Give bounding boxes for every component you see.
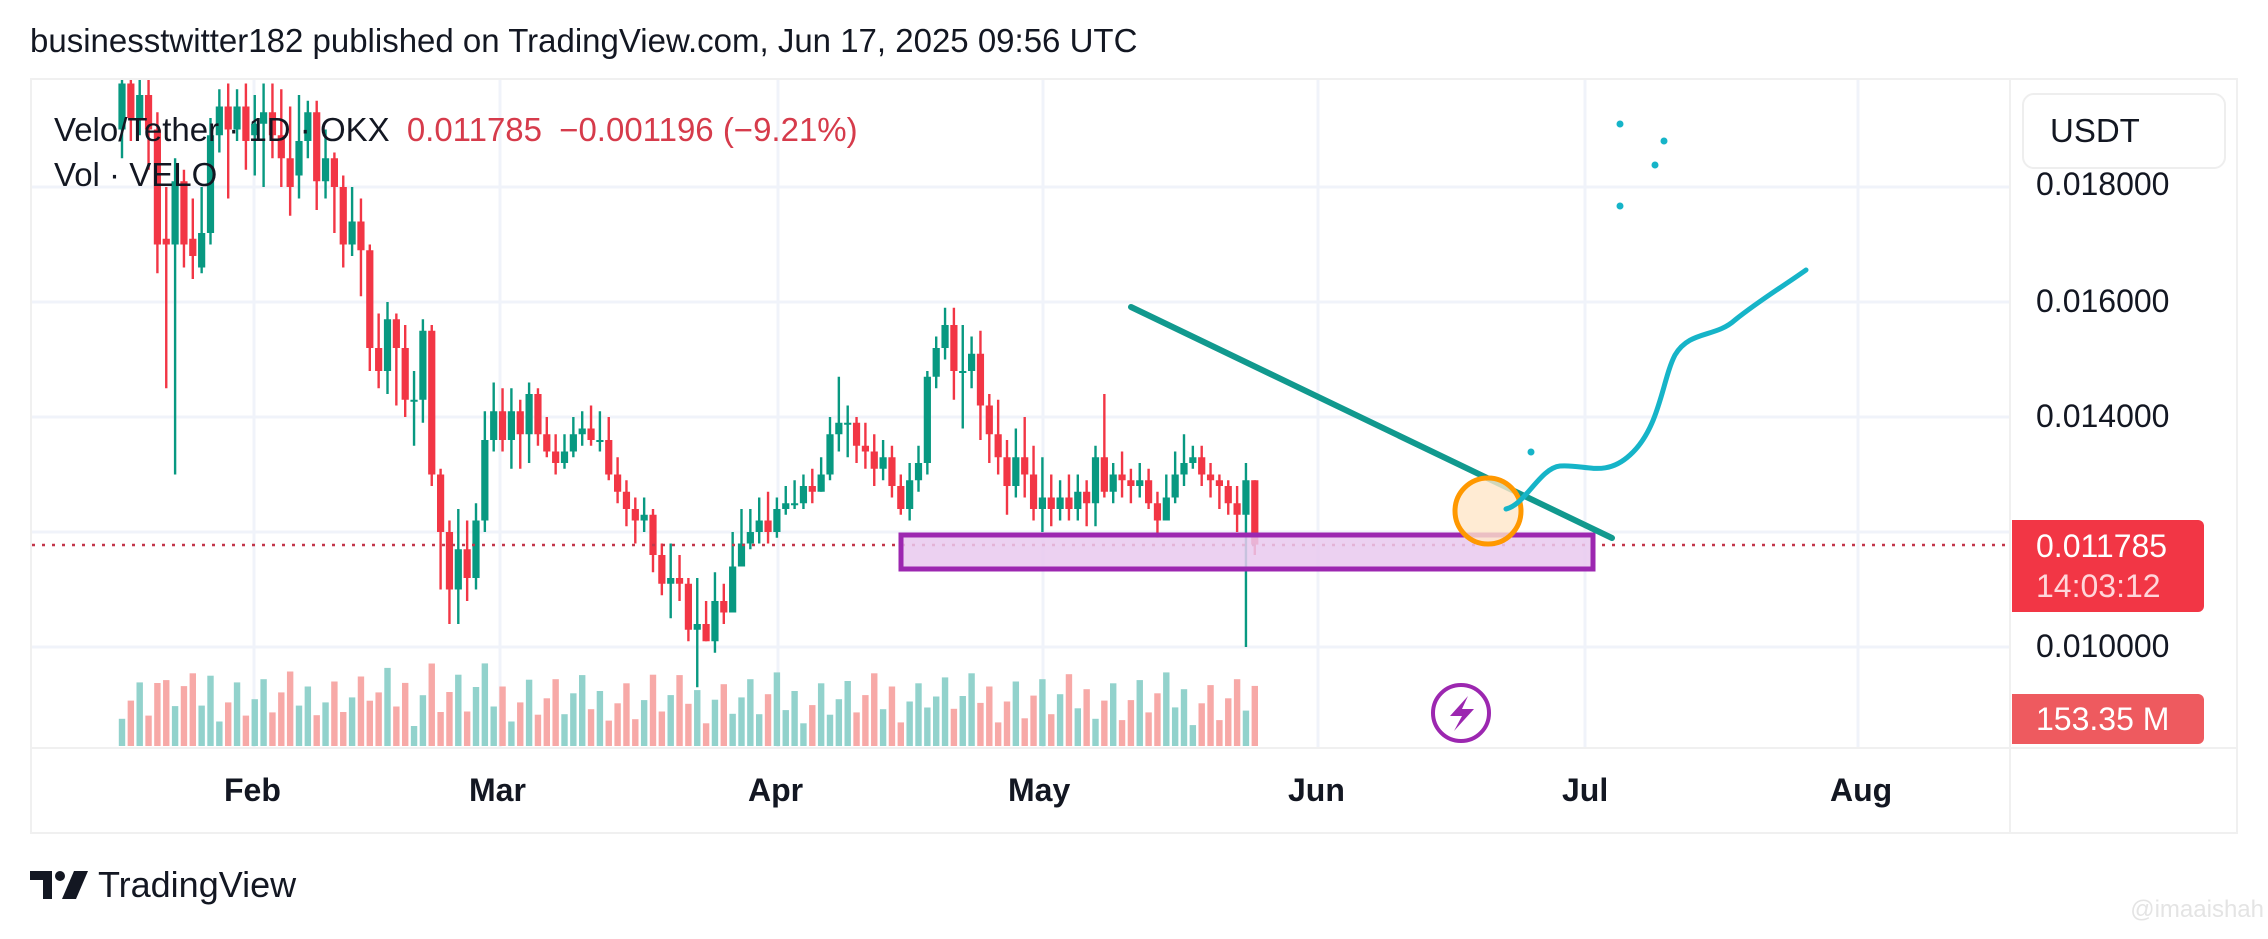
current-price-tag: 0.011785 14:03:12 [2012, 520, 2204, 612]
month-feb: Feb [224, 772, 281, 808]
price-tick-0016: 0.016000 [2036, 283, 2170, 319]
month-aug: Aug [1830, 772, 1893, 808]
volume-bars [118, 663, 1258, 746]
brand-name: TradingView [98, 864, 297, 905]
month-may: May [1008, 772, 1071, 808]
symbol-title[interactable]: Velo/Tether · 1D · OKX [54, 111, 390, 148]
price-tick-0014: 0.014000 [2036, 398, 2170, 434]
last-price: 0.011785 [406, 111, 543, 148]
tradingview-brand[interactable]: TradingView [30, 864, 296, 906]
symbol-legend[interactable]: Velo/Tether · 1D · OKX 0.011785 −0.00119… [54, 104, 858, 156]
month-jun: Jun [1288, 772, 1345, 808]
price-tick-0018: 0.018000 [2036, 166, 2170, 202]
price-tick-0010: 0.010000 [2036, 628, 2170, 664]
watermark: @imaaishah [2130, 896, 2264, 923]
candlesticks [118, 80, 1259, 688]
bar-countdown: 14:03:12 [2036, 568, 2161, 604]
tradingview-logo-icon [30, 871, 88, 899]
chart-drawings [32, 120, 2010, 743]
month-mar: Mar [469, 772, 526, 808]
chart-frame [30, 78, 2238, 834]
currency-button[interactable]: USDT [2022, 93, 2226, 169]
month-jul: Jul [1562, 772, 1609, 808]
volume-legend[interactable]: Vol · VELO [54, 156, 218, 193]
publish-header: businesstwitter182 published on TradingV… [30, 22, 1138, 59]
volume-tag: 153.35 M [2012, 694, 2204, 744]
price-change: −0.001196 (−9.21%) [559, 111, 858, 148]
grid-lines [32, 80, 2236, 832]
current-price-value: 0.011785 [2036, 528, 2168, 564]
month-apr: Apr [748, 772, 804, 808]
